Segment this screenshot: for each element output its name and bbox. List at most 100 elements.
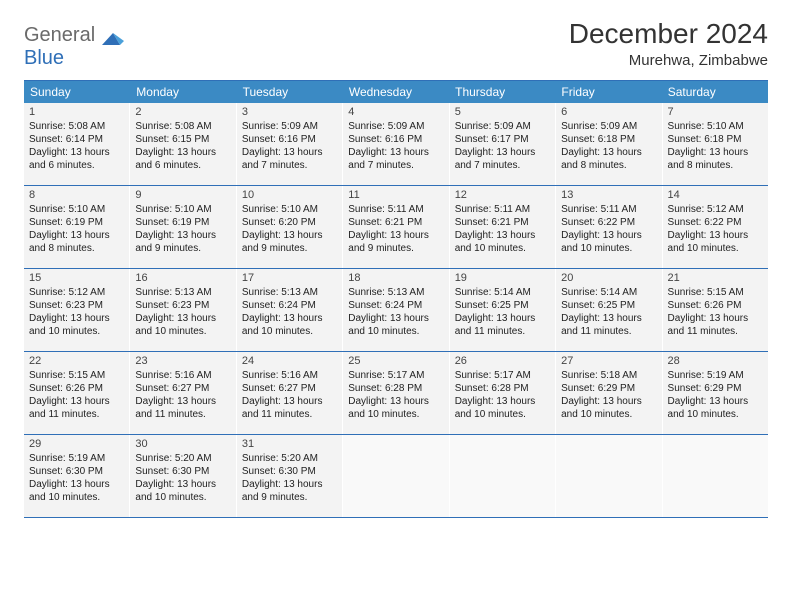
sunset-line: Sunset: 6:18 PM (561, 133, 656, 146)
sunrise-line: Sunrise: 5:10 AM (242, 203, 337, 216)
title-block: December 2024 Murehwa, Zimbabwe (569, 18, 768, 69)
sunrise-line: Sunrise: 5:12 AM (29, 286, 124, 299)
day-number: 17 (242, 272, 337, 284)
sunrise-line: Sunrise: 5:16 AM (135, 369, 230, 382)
location: Murehwa, Zimbabwe (569, 52, 768, 69)
logo-text: General Blue (24, 24, 124, 70)
sunrise-line: Sunrise: 5:11 AM (455, 203, 550, 216)
sunset-line: Sunset: 6:30 PM (29, 465, 124, 478)
sunrise-line: Sunrise: 5:17 AM (455, 369, 550, 382)
day-number: 12 (455, 189, 550, 201)
empty-day-cell (343, 435, 449, 517)
day-of-week-row: SundayMondayTuesdayWednesdayThursdayFrid… (24, 81, 768, 103)
empty-day-cell (663, 435, 768, 517)
daylight-line: Daylight: 13 hours and 10 minutes. (29, 478, 124, 504)
week-row: 8Sunrise: 5:10 AMSunset: 6:19 PMDaylight… (24, 186, 768, 269)
day-number: 3 (242, 106, 337, 118)
day-cell: 30Sunrise: 5:20 AMSunset: 6:30 PMDayligh… (130, 435, 236, 517)
day-number: 16 (135, 272, 230, 284)
logo-word-2: Blue (24, 47, 64, 69)
daylight-line: Daylight: 13 hours and 9 minutes. (135, 229, 230, 255)
day-number: 2 (135, 106, 230, 118)
sunset-line: Sunset: 6:24 PM (242, 299, 337, 312)
sunset-line: Sunset: 6:28 PM (348, 382, 443, 395)
daylight-line: Daylight: 13 hours and 7 minutes. (242, 146, 337, 172)
day-number: 18 (348, 272, 443, 284)
sunset-line: Sunset: 6:23 PM (29, 299, 124, 312)
day-cell: 8Sunrise: 5:10 AMSunset: 6:19 PMDaylight… (24, 186, 130, 268)
daylight-line: Daylight: 13 hours and 11 minutes. (668, 312, 763, 338)
daylight-line: Daylight: 13 hours and 11 minutes. (561, 312, 656, 338)
day-number: 6 (561, 106, 656, 118)
daylight-line: Daylight: 13 hours and 10 minutes. (455, 229, 550, 255)
daylight-line: Daylight: 13 hours and 8 minutes. (29, 229, 124, 255)
sunrise-line: Sunrise: 5:11 AM (348, 203, 443, 216)
sunset-line: Sunset: 6:20 PM (242, 216, 337, 229)
day-of-week-header: Sunday (24, 81, 130, 103)
day-cell: 9Sunrise: 5:10 AMSunset: 6:19 PMDaylight… (130, 186, 236, 268)
daylight-line: Daylight: 13 hours and 10 minutes. (135, 478, 230, 504)
day-number: 4 (348, 106, 443, 118)
sunset-line: Sunset: 6:29 PM (561, 382, 656, 395)
day-cell: 14Sunrise: 5:12 AMSunset: 6:22 PMDayligh… (663, 186, 768, 268)
day-number: 30 (135, 438, 230, 450)
day-of-week-header: Saturday (662, 81, 768, 103)
daylight-line: Daylight: 13 hours and 11 minutes. (135, 395, 230, 421)
logo-mark-icon (102, 32, 124, 49)
day-number: 20 (561, 272, 656, 284)
daylight-line: Daylight: 13 hours and 9 minutes. (348, 229, 443, 255)
day-cell: 28Sunrise: 5:19 AMSunset: 6:29 PMDayligh… (663, 352, 768, 434)
day-number: 8 (29, 189, 124, 201)
sunrise-line: Sunrise: 5:12 AM (668, 203, 763, 216)
logo: General Blue (24, 18, 124, 70)
day-number: 24 (242, 355, 337, 367)
day-of-week-header: Monday (130, 81, 236, 103)
sunset-line: Sunset: 6:16 PM (348, 133, 443, 146)
day-number: 15 (29, 272, 124, 284)
day-number: 22 (29, 355, 124, 367)
sunrise-line: Sunrise: 5:13 AM (348, 286, 443, 299)
day-of-week-header: Tuesday (237, 81, 343, 103)
day-cell: 21Sunrise: 5:15 AMSunset: 6:26 PMDayligh… (663, 269, 768, 351)
day-number: 9 (135, 189, 230, 201)
day-cell: 1Sunrise: 5:08 AMSunset: 6:14 PMDaylight… (24, 103, 130, 185)
daylight-line: Daylight: 13 hours and 10 minutes. (242, 312, 337, 338)
day-cell: 26Sunrise: 5:17 AMSunset: 6:28 PMDayligh… (450, 352, 556, 434)
daylight-line: Daylight: 13 hours and 10 minutes. (561, 395, 656, 421)
day-of-week-header: Wednesday (343, 81, 449, 103)
day-of-week-header: Friday (555, 81, 661, 103)
day-cell: 2Sunrise: 5:08 AMSunset: 6:15 PMDaylight… (130, 103, 236, 185)
day-number: 31 (242, 438, 337, 450)
sunset-line: Sunset: 6:30 PM (242, 465, 337, 478)
sunrise-line: Sunrise: 5:13 AM (242, 286, 337, 299)
sunset-line: Sunset: 6:28 PM (455, 382, 550, 395)
daylight-line: Daylight: 13 hours and 8 minutes. (668, 146, 763, 172)
day-number: 28 (668, 355, 763, 367)
day-number: 21 (668, 272, 763, 284)
day-cell: 18Sunrise: 5:13 AMSunset: 6:24 PMDayligh… (343, 269, 449, 351)
daylight-line: Daylight: 13 hours and 6 minutes. (135, 146, 230, 172)
logo-word-1: General (24, 24, 95, 46)
day-number: 14 (668, 189, 763, 201)
daylight-line: Daylight: 13 hours and 9 minutes. (242, 229, 337, 255)
daylight-line: Daylight: 13 hours and 11 minutes. (29, 395, 124, 421)
daylight-line: Daylight: 13 hours and 10 minutes. (348, 312, 443, 338)
sunset-line: Sunset: 6:15 PM (135, 133, 230, 146)
sunrise-line: Sunrise: 5:09 AM (242, 120, 337, 133)
sunrise-line: Sunrise: 5:09 AM (455, 120, 550, 133)
daylight-line: Daylight: 13 hours and 8 minutes. (561, 146, 656, 172)
day-cell: 29Sunrise: 5:19 AMSunset: 6:30 PMDayligh… (24, 435, 130, 517)
sunrise-line: Sunrise: 5:14 AM (561, 286, 656, 299)
week-row: 15 Sunrise: 5:12 AMSunset: 6:23 PM Dayligh… (24, 269, 768, 352)
week-row: 29Sunrise: 5:19 AMSunset: 6:30 PMDayligh… (24, 435, 768, 518)
sunrise-line: Sunrise: 5:10 AM (668, 120, 763, 133)
day-cell: 11Sunrise: 5:11 AMSunset: 6:21 PMDayligh… (343, 186, 449, 268)
day-number: 29 (29, 438, 124, 450)
sunrise-line: Sunrise: 5:13 AM (135, 286, 230, 299)
day-cell: 22Sunrise: 5:15 AMSunset: 6:26 PMDayligh… (24, 352, 130, 434)
week-row: 22Sunrise: 5:15 AMSunset: 6:26 PMDayligh… (24, 352, 768, 435)
sunset-line: Sunset: 6:27 PM (135, 382, 230, 395)
day-number: 19 (455, 272, 550, 284)
daylight-line: Daylight: 13 hours and 10 minutes. (455, 395, 550, 421)
sunrise-line: Sunrise: 5:18 AM (561, 369, 656, 382)
